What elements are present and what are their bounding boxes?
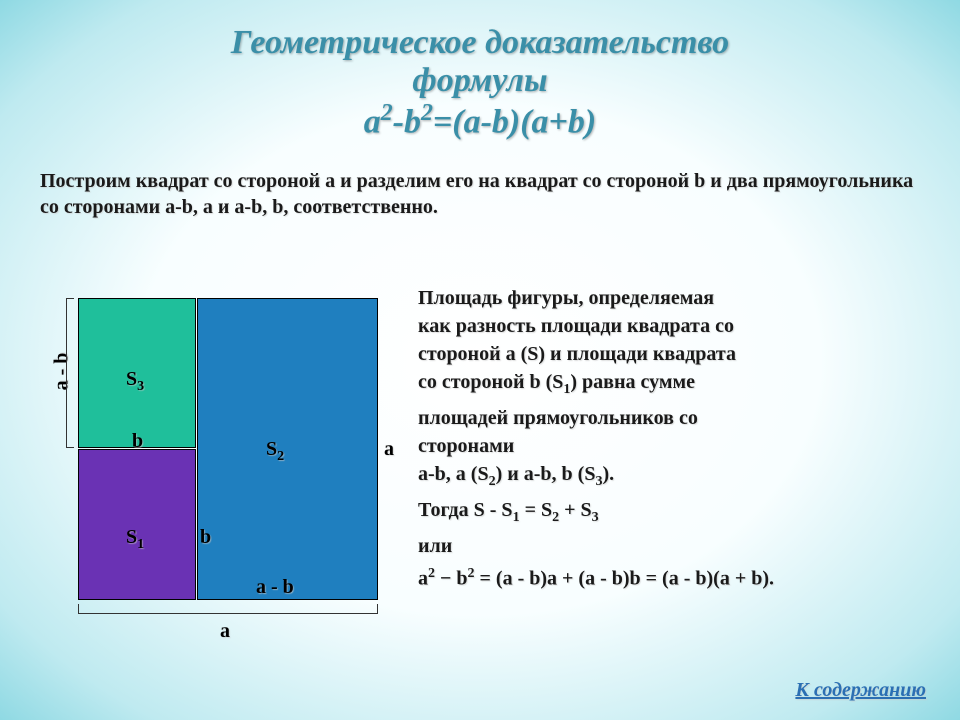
exp-line: как разность площади квадрата со: [418, 312, 948, 340]
exp-line: a2 − b2 = (a - b)a + (a - b)b = (a - b)(…: [418, 560, 948, 593]
brace-left: [66, 298, 74, 448]
exp-line: стороной a (S) и площади квадрата: [418, 340, 948, 368]
title-line-2: формулы: [0, 62, 960, 100]
exp-line: со стороной b (S1) равна сумме: [418, 368, 948, 404]
intro-paragraph: Построим квадрат со стороной a и раздели…: [40, 168, 920, 220]
exp-line: a-b, a (S2) и a-b, b (S3).: [418, 460, 948, 496]
label-b-top: b: [132, 430, 143, 453]
exp-line: или: [418, 532, 948, 560]
exp-line: Площадь фигуры, определяемая: [418, 284, 948, 312]
exp-line: Тогда S - S1 = S2 + S3: [418, 496, 948, 532]
exp-line: площадей прямоугольников со: [418, 404, 948, 432]
label-b-right: b: [200, 526, 211, 549]
slide-title: Геометрическое доказательство формулы a2…: [0, 0, 960, 141]
brace-bottom: [78, 604, 378, 614]
label-a-right: a: [384, 438, 394, 461]
rect-s1: [78, 449, 196, 600]
rect-s2: [197, 298, 378, 600]
explanation-block: Площадь фигуры, определяемая как разност…: [418, 284, 948, 593]
exp-line: сторонами: [418, 432, 948, 460]
label-a-b-inside: a - b: [256, 576, 294, 599]
label-s3: S3: [126, 368, 144, 395]
label-a-bottom: a: [220, 620, 230, 643]
contents-link[interactable]: К содержанию: [795, 679, 926, 702]
title-formula: a2-b2=(a-b)(a+b): [0, 100, 960, 141]
geometric-diagram: S3 S2 S1 b b a a - b: [78, 298, 378, 600]
label-s1: S1: [126, 526, 144, 553]
label-s2: S2: [266, 438, 284, 465]
title-line-1: Геометрическое доказательство: [0, 24, 960, 62]
